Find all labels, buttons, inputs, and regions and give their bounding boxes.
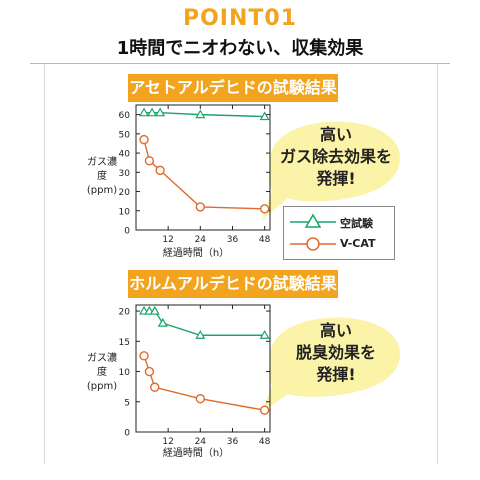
bubble-2-line1: 高い <box>319 321 352 340</box>
data-point-triangle <box>259 330 270 339</box>
y-tick-label: 10 <box>119 207 131 217</box>
data-point-circle <box>144 366 155 377</box>
y-tick-label: 10 <box>119 368 131 378</box>
legend-label-blank: 空試験 <box>340 217 373 230</box>
series-line-2 <box>143 355 265 411</box>
chart2-title: ホルムアルデヒドの試験結果 <box>128 270 338 298</box>
chart2-xlabel: 経過時間（h） <box>162 448 230 459</box>
data-point-triangle <box>195 330 206 339</box>
chart2-ylabel: ガス濃度 (ppm) <box>84 352 120 394</box>
x-tick-label: 36 <box>227 235 239 245</box>
bubble-2-line3: 発揮! <box>316 365 356 384</box>
y-tick-label: 0 <box>124 227 130 237</box>
chart2-ylabel-line2: (ppm) <box>86 381 118 392</box>
divider <box>30 63 450 64</box>
bubble-1-shape <box>262 121 400 220</box>
y-tick-label: 50 <box>119 130 131 140</box>
chart1-xlabel: 経過時間（h） <box>162 248 230 259</box>
data-point-circle <box>144 156 155 166</box>
data-point-circle <box>195 394 206 404</box>
y-tick-label: 0 <box>124 429 130 439</box>
chart1-ylabel-line2: (ppm) <box>86 185 118 196</box>
x-tick-label: 24 <box>195 437 207 447</box>
triangle-marker-icon <box>290 213 336 228</box>
chart1-plot: 0 10 20 30 40 50 60 12 24 36 48 <box>119 104 271 245</box>
x-tick-label: 36 <box>227 437 239 447</box>
y-tick-label: 30 <box>119 169 131 179</box>
data-point-circle <box>195 202 206 212</box>
y-tick-label: 40 <box>119 150 131 160</box>
chart2-ylabel-line1: ガス濃度 <box>87 353 117 378</box>
data-point-circle <box>139 351 149 361</box>
legend-item-vcat: V-CAT <box>284 234 394 254</box>
y-tick-label: 15 <box>119 338 130 348</box>
bubble-1 <box>262 121 400 220</box>
legend-item-blank: 空試験 <box>284 212 394 232</box>
x-tick-label: 12 <box>162 235 173 245</box>
bubble-2 <box>262 317 400 412</box>
data-point-triangle <box>155 107 166 117</box>
chart1-ylabel: ガス濃度 (ppm) <box>84 156 120 198</box>
y-tick-label: 60 <box>119 111 131 121</box>
bubble-1-text: 高い ガス除去効果を 発揮! <box>278 124 394 190</box>
bubble-2-text: 高い 脱臭効果を 発揮! <box>278 320 394 386</box>
chart1-title: アセトアルデヒドの試験結果 <box>128 74 338 102</box>
data-point-triangle <box>259 111 270 121</box>
results-panel <box>44 64 438 464</box>
headline: 1時間でニオわない、収集効果 <box>116 38 364 59</box>
chart1-ylabel-line1: ガス濃度 <box>87 157 117 182</box>
y-tick-label: 5 <box>124 398 130 408</box>
bubble-2-line2: 脱臭効果を <box>295 343 376 362</box>
data-point-triangle <box>157 317 168 327</box>
chart2-plot: 0 5 10 15 20 12 24 36 48 <box>119 304 271 447</box>
data-point-triangle <box>147 107 158 117</box>
data-point-circle <box>259 204 270 214</box>
data-point-triangle <box>149 305 160 315</box>
y-tick-label: 20 <box>119 188 131 198</box>
data-point-circle <box>155 165 165 176</box>
legend: 空試験 V-CAT <box>283 206 395 260</box>
data-point-triangle <box>139 107 150 117</box>
x-tick-label: 24 <box>195 235 207 245</box>
x-tick-label: 48 <box>259 437 271 447</box>
data-point-circle <box>259 405 270 415</box>
bubble-1-line1: 高い <box>319 125 352 144</box>
circle-marker-icon <box>290 237 336 251</box>
x-tick-label: 12 <box>162 437 173 447</box>
data-point-circle <box>139 134 149 145</box>
data-point-circle <box>150 382 160 392</box>
point-label: POINT01 <box>182 6 298 31</box>
data-point-triangle <box>195 109 206 119</box>
legend-label-vcat: V-CAT <box>340 237 376 250</box>
bubble-1-line3: 発揮! <box>316 169 356 188</box>
y-tick-label: 20 <box>119 308 131 318</box>
chart1-frame <box>135 104 271 231</box>
x-tick-label: 48 <box>259 235 271 245</box>
bubble-2-shape <box>262 317 400 412</box>
bubble-1-line2: ガス除去効果を <box>279 147 392 166</box>
chart2-frame <box>135 304 271 433</box>
